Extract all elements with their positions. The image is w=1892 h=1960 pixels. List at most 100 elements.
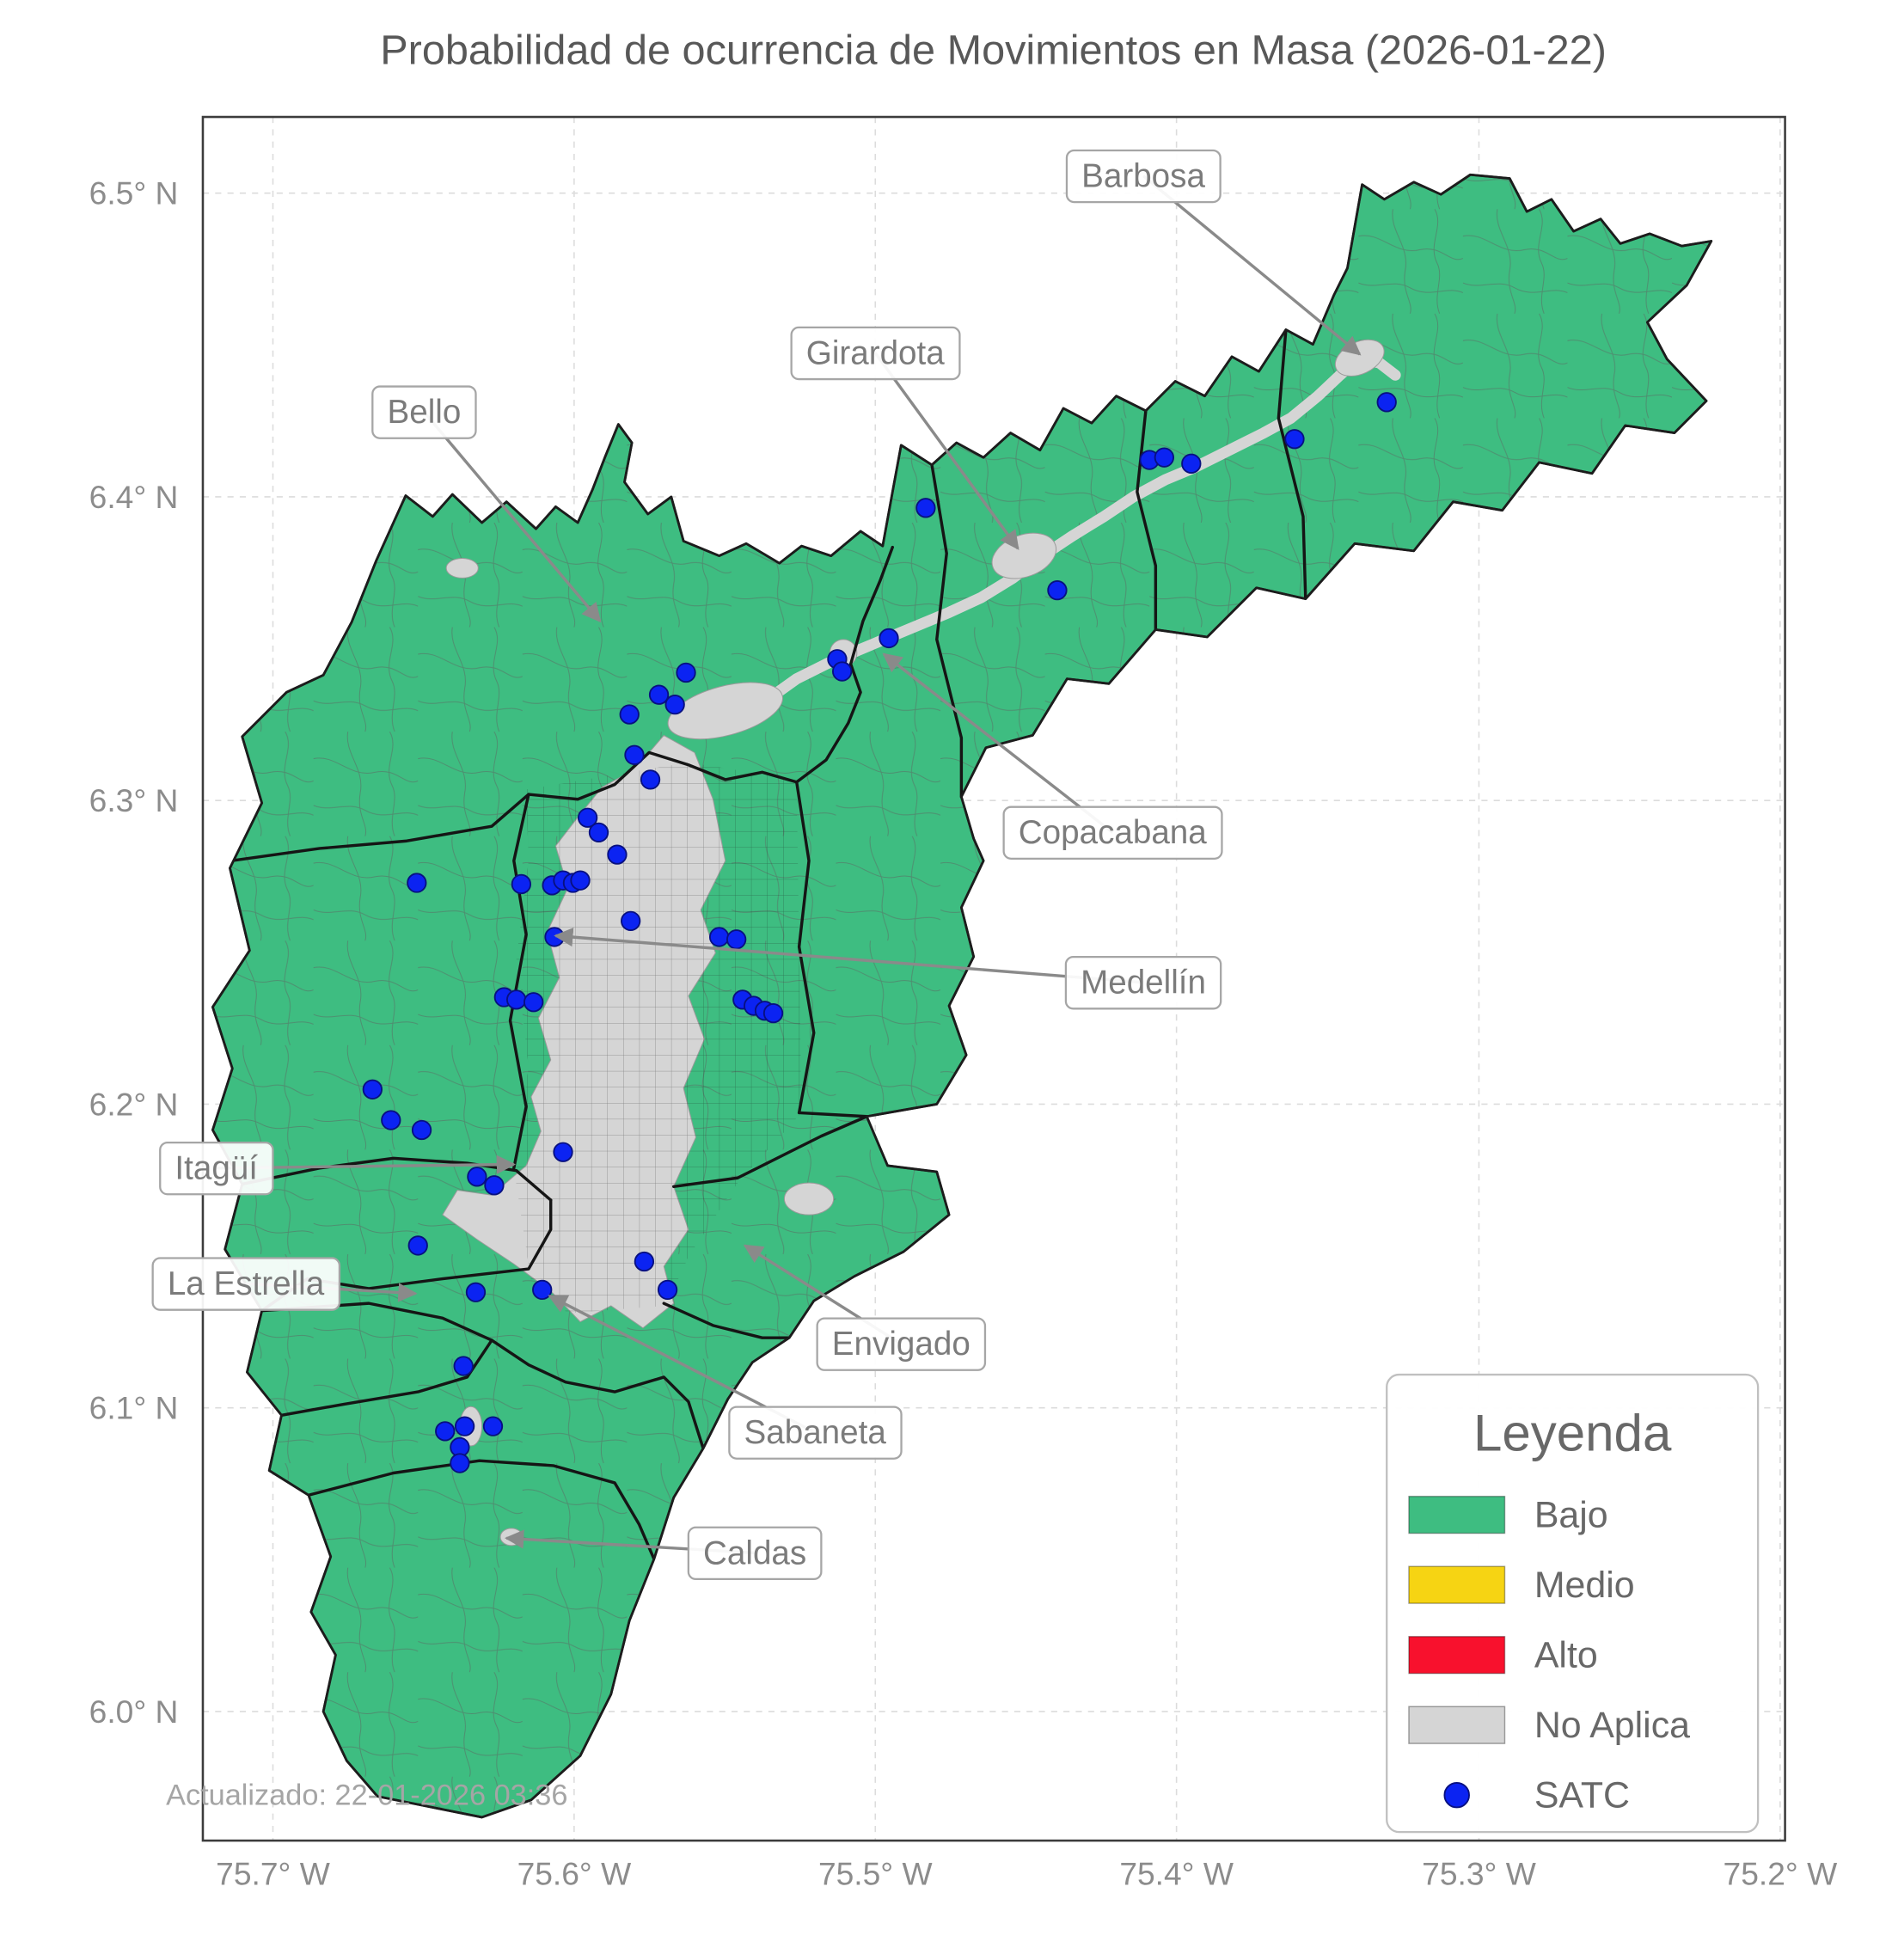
annotation-label-girardota: Girardota bbox=[806, 334, 945, 371]
annotation-label-medellin: Medellín bbox=[1081, 965, 1206, 1001]
annotation-box-caldas bbox=[687, 1526, 823, 1581]
satc-dot bbox=[607, 844, 628, 865]
region-outline bbox=[211, 173, 1713, 1819]
satc-dot bbox=[484, 1175, 505, 1196]
municipal-border bbox=[930, 463, 964, 799]
annotation-box-girardota bbox=[790, 326, 961, 381]
x-tick-label: 75.7° W bbox=[216, 1856, 330, 1892]
legend-swatch-medio bbox=[1408, 1565, 1506, 1604]
satc-dot bbox=[879, 628, 899, 649]
legend-title: Leyenda bbox=[1473, 1405, 1672, 1462]
annotation-box-itagui bbox=[159, 1141, 274, 1196]
x-tick-label: 75.3° W bbox=[1422, 1856, 1536, 1892]
annotation-box-copacabana bbox=[1002, 805, 1223, 860]
legend-label-satc: SATC bbox=[1534, 1774, 1630, 1816]
legend-swatch-no-aplica bbox=[1408, 1706, 1506, 1744]
satc-dot bbox=[482, 1416, 504, 1436]
satc-dot bbox=[453, 1356, 474, 1376]
municipal-border bbox=[279, 1338, 493, 1417]
urban-area bbox=[499, 1528, 524, 1547]
x-tick-label: 75.6° W bbox=[517, 1856, 632, 1892]
annotation-arrow-copacabana bbox=[882, 652, 1114, 834]
legend-label-medio: Medio bbox=[1534, 1565, 1635, 1606]
x-tick-label: 75.4° W bbox=[1119, 1856, 1234, 1892]
satc-dot bbox=[1284, 429, 1305, 450]
satc-dot bbox=[362, 1079, 383, 1099]
annotation-arrow-bello bbox=[423, 411, 602, 623]
y-tick-label: 6.4° N bbox=[89, 479, 179, 515]
satc-dot bbox=[708, 927, 730, 947]
x-axis-ticks: 75.7° W 75.6° W 75.5° W 75.4° W 75.3° W 75.2°… bbox=[216, 1856, 1837, 1892]
annotation-label-barbosa: Barbosa bbox=[1081, 158, 1205, 195]
annotation-box-envigado bbox=[816, 1317, 987, 1371]
municipal-border bbox=[1277, 328, 1307, 601]
annotation-box-medellin bbox=[1064, 956, 1222, 1010]
municipal-border bbox=[307, 1459, 656, 1561]
legend-marker-satc bbox=[1443, 1781, 1470, 1809]
annotation-box-barbosa bbox=[1065, 149, 1222, 204]
municipal-border bbox=[508, 793, 530, 1170]
y-tick-label: 6.1° N bbox=[89, 1390, 179, 1426]
annotation-label-envigado: Envigado bbox=[832, 1326, 970, 1363]
annotation-label-caldas: Caldas bbox=[703, 1534, 806, 1571]
legend: Leyenda Bajo Medio Alto No Aplica SATC bbox=[1386, 1373, 1760, 1834]
municipal-borders-group bbox=[230, 328, 1307, 1561]
map-title: Probabilidad de ocurrencia de Movimiento… bbox=[380, 28, 1607, 74]
satc-dot bbox=[1154, 447, 1175, 468]
y-tick-label: 6.0° N bbox=[89, 1694, 179, 1730]
annotations-group: Barbosa Girardota Bello Copacabana Medellín I… bbox=[151, 149, 1362, 1581]
satc-dot bbox=[454, 1416, 475, 1436]
annotation-box-bello bbox=[371, 385, 477, 439]
satc-dot bbox=[524, 992, 544, 1013]
satc-dot bbox=[621, 910, 641, 932]
municipal-border bbox=[230, 662, 862, 862]
satc-dot bbox=[588, 822, 609, 843]
satc-dot bbox=[381, 1110, 401, 1130]
satc-dot bbox=[1181, 453, 1202, 474]
satc-dot bbox=[577, 807, 598, 828]
satc-dot bbox=[411, 1119, 432, 1141]
annotation-label-sabaneta: Sabaneta bbox=[744, 1414, 887, 1451]
satc-dot bbox=[450, 1453, 470, 1473]
annotation-arrow-medellin bbox=[554, 927, 1144, 984]
annotation-box-la-estrella bbox=[151, 1257, 341, 1311]
urban-area bbox=[667, 682, 784, 740]
satc-dot bbox=[634, 1251, 655, 1272]
y-tick-label: 6.2° N bbox=[89, 1086, 179, 1122]
legend-swatch-alto bbox=[1408, 1635, 1506, 1675]
satc-dot bbox=[511, 873, 532, 895]
satc-dot bbox=[1047, 579, 1068, 601]
urban-area bbox=[445, 557, 479, 579]
satc-dot bbox=[407, 873, 427, 893]
annotation-label-la-estrella: La Estrella bbox=[168, 1265, 325, 1302]
satc-dot bbox=[831, 661, 853, 682]
satc-dot bbox=[467, 1167, 487, 1187]
satc-dot bbox=[676, 662, 696, 683]
y-tick-label: 6.5° N bbox=[89, 175, 179, 211]
x-tick-label: 75.2° W bbox=[1724, 1856, 1838, 1892]
satc-dot bbox=[648, 684, 670, 705]
annotation-box-sabaneta bbox=[728, 1406, 903, 1460]
satc-dot bbox=[664, 694, 685, 715]
x-tick-label: 75.5° W bbox=[818, 1856, 933, 1892]
legend-label-no-aplica: No Aplica bbox=[1534, 1705, 1690, 1746]
satc-dot bbox=[726, 929, 747, 950]
legend-items-group: Bajo Medio Alto No Aplica SATC bbox=[1408, 1494, 1690, 1816]
municipal-border bbox=[662, 1302, 791, 1339]
legend-swatch-bajo bbox=[1408, 1495, 1506, 1534]
satc-dot bbox=[640, 769, 661, 790]
updated-label: Actualizado: 22-01-2026 03:36 bbox=[166, 1779, 567, 1812]
y-axis-ticks: 6.5° N 6.4° N 6.3° N 6.2° N 6.1° N 6.0° N bbox=[89, 175, 179, 1730]
satc-dot bbox=[619, 704, 640, 725]
municipal-border bbox=[1136, 409, 1158, 632]
municipal-border bbox=[848, 545, 895, 666]
satc-dot bbox=[570, 870, 591, 891]
satc-dot bbox=[532, 1279, 553, 1301]
satc-dot bbox=[915, 498, 936, 518]
satc-dot bbox=[762, 1002, 784, 1024]
annotation-arrow-barbosa bbox=[1142, 175, 1362, 356]
satc-dot bbox=[407, 1235, 428, 1256]
y-tick-label: 6.3° N bbox=[89, 782, 179, 818]
